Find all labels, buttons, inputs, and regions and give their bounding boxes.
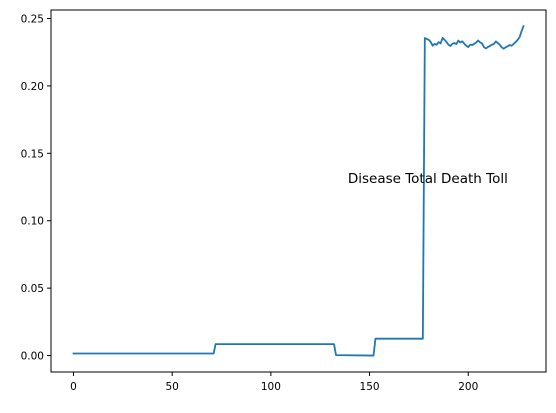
x-tick-label: 0 — [70, 381, 77, 393]
x-tick-label: 50 — [165, 381, 178, 393]
y-tick-label: 0.20 — [21, 81, 44, 93]
x-tick-label: 150 — [360, 381, 380, 393]
y-tick-label: 0.25 — [21, 13, 44, 25]
y-axis-ticks: 0.00 0.05 0.10 0.15 0.20 0.25 — [21, 13, 51, 363]
y-tick-label: 0.10 — [21, 216, 44, 228]
x-tick-label: 200 — [458, 381, 478, 393]
annotation-text: Disease Total Death Toll — [348, 171, 508, 187]
series-line — [72, 25, 525, 357]
x-axis-ticks: 0 50 100 150 200 — [70, 372, 478, 393]
axes-frame — [50, 9, 547, 373]
plot-area — [72, 25, 525, 357]
y-tick-label: 0.00 — [21, 351, 44, 363]
y-tick-label: 0.05 — [21, 283, 44, 295]
x-tick-label: 100 — [261, 381, 281, 393]
annotations: Disease Total Death Toll — [348, 171, 508, 187]
y-tick-label: 0.15 — [21, 148, 44, 160]
